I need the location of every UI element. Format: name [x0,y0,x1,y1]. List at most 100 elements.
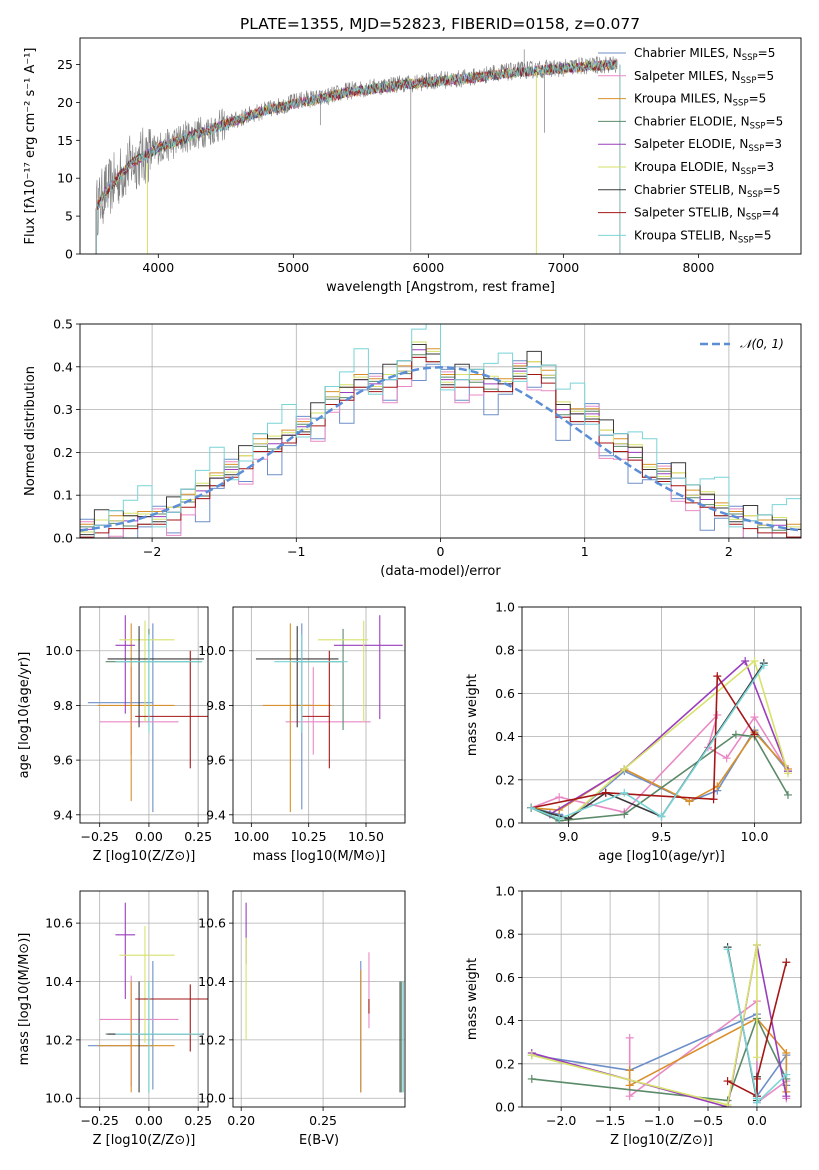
x-tick-label: −0.25 [81,829,119,844]
error-point [135,650,208,769]
y-tick-label: 10.0 [198,1091,226,1106]
x-tick-label: 0.25 [184,1113,212,1128]
x-tick-label: 10.0 [741,829,769,844]
panel-mass-weight-vs-age: 9.0 9.5 10.0 0.0 0.2 0.4 0.6 0.8 1.0 age [log10(a… [465,600,802,864]
y-axis-label: Flux [fλ10⁻¹⁷ erg cm⁻² s⁻¹ A⁻¹] [23,48,38,245]
y-tick-label: 0.0 [53,531,73,546]
legend-entry: Kroupa ELODIE, NSSP=3 [634,160,774,177]
legend-entry: Kroupa STELIB, NSSP=5 [634,228,772,245]
weight-marker [620,765,629,773]
y-tick-label: 0.1 [53,488,73,503]
x-tick-label: 4000 [142,260,174,275]
normal-curve [80,366,801,532]
weight-marker [723,945,732,954]
panel-age-vs-Z: −0.25 0.00 0.25 9.4 9.6 9.8 10.0 Z [log10(Z/Z⊙)… [17,606,212,864]
plot-area [87,615,208,813]
legend-entry: Salpeter MILES, NSSP=5 [634,69,774,86]
weight-marker [741,657,750,665]
y-axis-label: mass [log10(M/M⊙)] [17,933,32,1066]
y-tick-label: 10.4 [45,974,73,989]
axes-frame [79,890,209,1108]
y-tick-label: 10.0 [198,643,226,658]
error-point [107,626,205,728]
plot-area [245,902,404,1093]
legend-entry: Chabrier STELIB, NSSP=5 [634,183,781,200]
error-point [115,981,203,1093]
y-tick-label: 9.4 [53,807,73,822]
x-axis-label: age [log10(age/yr)] [598,849,725,864]
y-tick-label: 0.2 [495,772,515,787]
x-tick-label: 7000 [547,260,579,275]
model-spectrum-line [95,59,618,214]
weight-marker [620,788,629,797]
weight-marker [555,814,564,823]
error-point [105,981,203,1093]
x-tick-label: 1 [581,544,589,559]
x-axis-label: Z [log10(Z/Z⊙)] [93,1133,196,1148]
y-tick-label: 10.6 [198,916,226,931]
error-point [87,623,154,813]
x-axis-label: wavelength [Angstrom, rest frame] [326,280,555,295]
y-tick-label: 0.6 [495,686,515,701]
weight-marker [783,790,792,799]
error-point [255,626,339,728]
y-tick-label: 0.8 [495,643,515,658]
legend-entry: Chabrier MILES, NSSP=5 [634,46,775,63]
weight-marker [782,1092,791,1101]
plot-area [527,657,792,823]
weight-marker [750,730,759,739]
y-tick-label: 0.6 [495,970,515,985]
y-tick-label: 15 [57,133,73,148]
error-point [274,634,348,733]
weight-marker [709,795,718,804]
y-tick-label: 0 [65,247,73,262]
axes-frame [232,890,406,1108]
plot-area [87,902,208,1093]
x-tick-label: 6000 [412,260,444,275]
weight-marker [625,1092,634,1101]
weight-marker [731,730,740,739]
panel-mass-vs-Z: −0.25 0.00 0.25 10.0 10.2 10.4 10.6 Z [log10(Z/… [17,890,212,1148]
x-tick-label: 0.0 [747,1113,767,1128]
weight-marker [527,803,536,812]
y-tick-label: 0.8 [495,927,515,942]
y-tick-label: 0.4 [495,1013,515,1028]
weight-series-line [530,733,789,822]
weight-marker [555,793,564,802]
x-tick-label: 10.50 [348,829,384,844]
weight-marker [625,1081,634,1090]
x-tick-label: 0.25 [184,829,212,844]
axes-frame [79,323,802,539]
legend-entry: Kroupa MILES, NSSP=5 [634,92,766,109]
y-tick-label: 0.0 [495,1100,515,1115]
weight-marker [713,672,722,681]
error-point [115,615,136,714]
weight-marker [752,1053,761,1062]
y-tick-label: 9.4 [206,807,226,822]
x-tick-label: −1 [287,544,305,559]
y-tick-label: 20 [57,95,73,110]
axes-frame [521,606,802,824]
error-point [105,628,203,722]
y-tick-label: 10.2 [198,1032,226,1047]
weight-marker [601,788,610,797]
weight-marker [685,797,694,806]
y-tick-label: 9.8 [53,698,73,713]
legend: Chabrier MILES, NSSP=5 Salpeter MILES, NS… [598,46,783,245]
error-point [292,628,344,731]
plot-area [80,324,801,538]
y-tick-label: 9.6 [53,753,73,768]
panel-mass-vs-EBV: 0.20 0.25 10.0 10.2 10.4 10.6 E(B-V) [198,890,406,1148]
y-tick-label: 0.5 [53,317,73,332]
axes-frame [79,37,802,255]
error-point [119,926,175,1043]
x-tick-label: 10.00 [233,829,269,844]
y-axis-label: age [log10(age/yr)] [17,652,32,779]
weight-marker [723,1100,732,1107]
x-tick-label: 0.00 [135,829,163,844]
weight-marker [564,814,573,823]
y-tick-label: 0.2 [495,1056,515,1071]
x-axis-label: mass [log10(M/M⊙)] [253,849,386,864]
x-axis-label: Z [log10(Z/Z⊙)] [610,1133,713,1148]
